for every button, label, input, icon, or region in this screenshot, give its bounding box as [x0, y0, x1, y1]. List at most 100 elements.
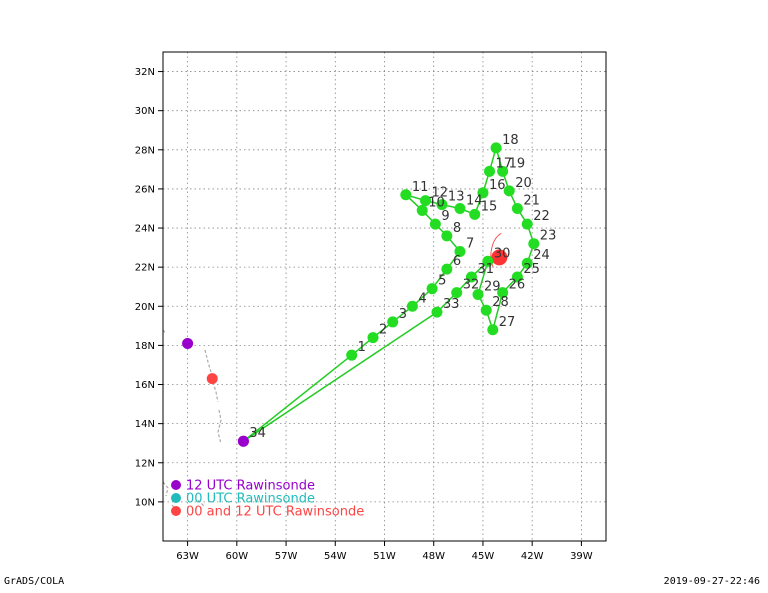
track-point [451, 287, 463, 299]
track-point-label: 18 [502, 133, 519, 148]
x-tick-label: 42W [521, 551, 544, 562]
legend-marker [171, 480, 181, 490]
track-point-label: 6 [453, 254, 461, 269]
y-tick-label: 12N [135, 458, 155, 469]
track-point [429, 218, 441, 230]
track-point [436, 199, 448, 211]
track-point [480, 304, 492, 316]
coastline-segment [217, 409, 222, 445]
lat-lon-grid [163, 52, 606, 541]
y-tick-label: 26N [135, 184, 155, 195]
track-line [242, 145, 535, 442]
track-point [503, 185, 515, 197]
rawinsonde-station [182, 337, 194, 349]
legend-marker [171, 506, 181, 516]
y-tick-label: 24N [135, 224, 155, 235]
track-point [454, 246, 466, 258]
x-tick-label: 45W [472, 551, 495, 562]
legend-label: 00 and 12 UTC Rawinsonde [186, 505, 364, 520]
rawinsonde-station [237, 435, 249, 447]
x-tick-label: 51W [373, 551, 396, 562]
legend-marker [171, 493, 181, 503]
footer-timestamp: 2019-09-27-22:46 [663, 576, 760, 587]
track-point [426, 283, 438, 295]
track-point [490, 142, 502, 154]
y-tick-label: 32N [135, 67, 155, 78]
footer-credit: GrADS/COLA [4, 576, 65, 587]
track-point-label: 27 [499, 315, 516, 330]
track-point-label: 4 [418, 291, 426, 306]
track-point-label: 22 [533, 209, 550, 224]
y-tick-label: 20N [135, 302, 155, 313]
y-tick-label: 16N [135, 380, 155, 391]
x-tick-label: 57W [275, 551, 298, 562]
track-point [528, 238, 540, 250]
track-point-label: 24 [533, 248, 550, 263]
track-point [497, 287, 509, 299]
track-point-label: 34 [249, 426, 266, 441]
track-point [477, 187, 489, 199]
track-point [521, 257, 533, 269]
x-tick-label: 60W [226, 551, 249, 562]
track-point-label: 1 [358, 340, 366, 355]
track-point [454, 202, 466, 214]
rawinsonde-stations [182, 337, 249, 447]
track-point-label: 28 [492, 295, 509, 310]
track-point-label: 17 [496, 156, 513, 171]
track-point-label: 3 [399, 307, 407, 322]
x-tick-label: 54W [324, 551, 347, 562]
legend-label: 12 UTC Rawinsonde [186, 479, 315, 494]
coastline-segment [197, 499, 205, 507]
track-point [521, 218, 533, 230]
track-point-label: 12 [432, 186, 449, 201]
track-point-label: 29 [484, 280, 501, 295]
track-point [400, 189, 412, 201]
y-tick-label: 18N [135, 341, 155, 352]
track-point-label: 11 [412, 180, 429, 195]
track-point [387, 316, 399, 328]
track-points [237, 142, 540, 447]
x-tick-label: 63W [176, 551, 199, 562]
axis-tick-labels: 63W 60W 57W 54W 51W 48W 45W 42W 39W 10N 12N 14N 16N 1… [135, 67, 593, 562]
y-tick-label: 10N [135, 497, 155, 508]
track-point-label: 20 [515, 176, 532, 191]
track-point [367, 332, 379, 344]
track-point [472, 289, 484, 301]
track-point-label: 26 [509, 278, 526, 293]
track-point-label: 33 [443, 297, 460, 312]
track-point [441, 230, 453, 242]
x-tick-label: 48W [422, 551, 445, 562]
track-point-label: 19 [509, 156, 526, 171]
track-point [416, 204, 428, 216]
x-tick-label: 39W [570, 551, 593, 562]
track-lines [242, 145, 535, 442]
track-line-return [242, 354, 353, 442]
track-point [484, 165, 496, 177]
legend-label: 00 UTC Rawinsonde [186, 492, 315, 507]
track-point-label: 2 [379, 323, 387, 338]
track-point [469, 208, 481, 220]
track-point-label: 32 [463, 278, 480, 293]
track-point-label: 9 [441, 209, 449, 224]
track-point [487, 324, 499, 336]
rawinsonde-station [206, 373, 218, 385]
track-point-label: 8 [453, 221, 461, 236]
track-point-label: 31 [477, 262, 494, 277]
track-point [497, 165, 509, 177]
coastline-segment [212, 381, 219, 403]
track-point [346, 349, 358, 361]
track-point [511, 271, 523, 283]
track-point [465, 271, 477, 283]
y-tick-label: 30N [135, 106, 155, 117]
track-point-label: 13 [448, 190, 465, 205]
track-point [441, 263, 453, 275]
y-tick-label: 22N [135, 263, 155, 274]
track-point-label: 7 [466, 237, 474, 252]
track-point-label: 21 [523, 193, 540, 208]
map-frame [162, 51, 607, 542]
track-point-label: 5 [438, 274, 446, 289]
track-point [482, 255, 494, 267]
